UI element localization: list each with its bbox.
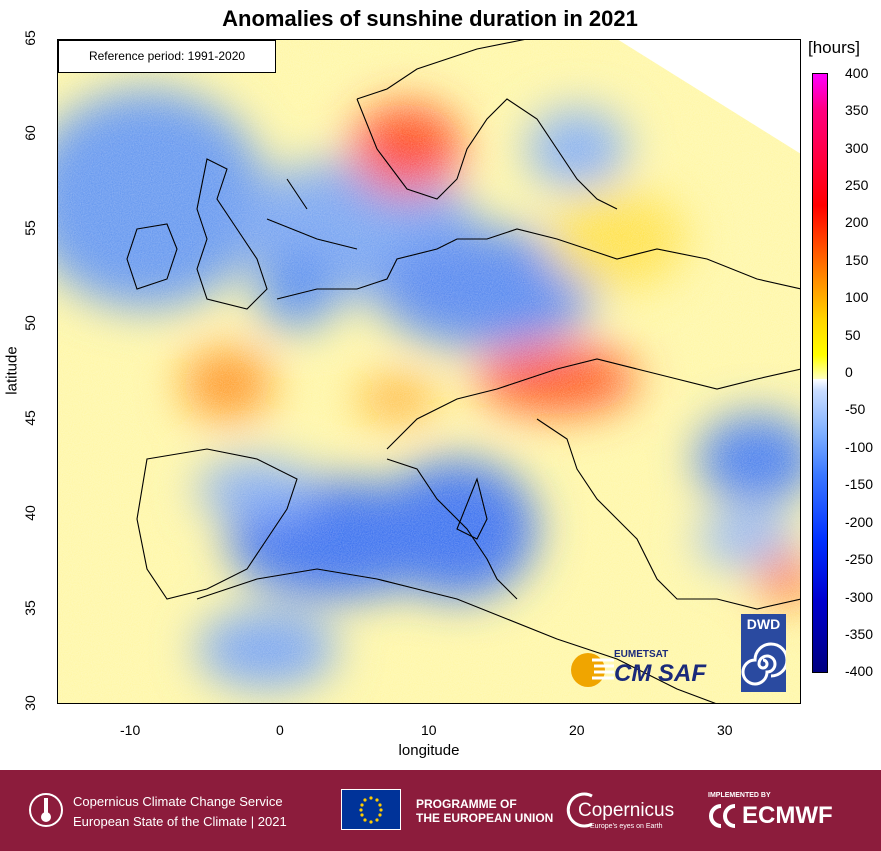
legend-label: -300 (845, 589, 874, 605)
ecmwf-mark-icon (709, 804, 736, 828)
c3s-title: Copernicus Climate Change Service (73, 794, 283, 809)
eu-flag (341, 789, 401, 830)
legend-label: -250 (845, 551, 874, 567)
legend-label: 150 (845, 252, 869, 268)
legend-label: 200 (845, 214, 869, 230)
legend-label: 0 (845, 364, 853, 380)
programme-line1: PROGRAMME OF (416, 797, 517, 811)
cmsaf-logo: EUMETSAT CM SAF (570, 648, 720, 692)
y-tick-label: 30 (21, 695, 38, 711)
y-tick-label: 35 (21, 600, 38, 616)
y-tick-label: 50 (21, 315, 38, 331)
copernicus-tagline: Europe's eyes on Earth (590, 823, 663, 830)
copernicus-logo-text: Copernicus (578, 800, 675, 821)
x-tick-label: 10 (421, 722, 437, 738)
anomaly-map (27, 38, 817, 705)
ecmwf-logo-text: ECMWF (742, 802, 833, 829)
x-tick-label: 20 (569, 722, 585, 738)
legend-label: -50 (845, 401, 866, 417)
dwd-logo: DWD (741, 614, 786, 692)
legend-label: -100 (845, 439, 874, 455)
legend-label: 350 (845, 102, 869, 118)
dwd-text: DWD (746, 616, 781, 632)
cmsaf-text: CM SAF (614, 660, 706, 687)
eu-stars-icon (359, 796, 383, 824)
implemented-by: IMPLEMENTED BY (708, 792, 771, 799)
copernicus-swoosh-icon (566, 792, 593, 828)
y-tick-label: 65 (21, 30, 38, 46)
legend-label: 250 (845, 177, 869, 193)
y-axis-label: latitude (3, 346, 21, 395)
legend-label: -200 (845, 514, 874, 530)
x-tick-label: 30 (717, 722, 733, 738)
legend-unit: [hours] (808, 38, 860, 57)
programme-line2: THE EUROPEAN UNION (416, 811, 554, 825)
eumetsat-text: EUMETSAT (614, 649, 669, 660)
x-axis-label: longitude (398, 742, 460, 759)
c3s-subtitle: European State of the Climate | 2021 (73, 814, 287, 829)
thermometer-icon (29, 793, 63, 827)
sun-icon (571, 653, 614, 687)
legend-label: 400 (845, 65, 869, 81)
y-tick-label: 60 (21, 125, 38, 141)
legend-label: 300 (845, 140, 869, 156)
legend-label: 100 (845, 289, 869, 305)
x-tick-label: 0 (276, 722, 284, 738)
y-tick-label: 55 (21, 220, 38, 236)
legend-label: -400 (845, 663, 874, 679)
x-tick-label: -10 (120, 722, 141, 738)
footer-bar: Copernicus Climate Change Service Europe… (0, 770, 881, 851)
reference-period-box: Reference period: 1991-2020 (58, 40, 276, 73)
legend-label: -150 (845, 476, 874, 492)
anomaly-field (27, 38, 817, 705)
spiral-icon (741, 642, 786, 686)
colorbar (812, 73, 828, 673)
y-tick-label: 45 (21, 410, 38, 426)
y-tick-label: 40 (21, 505, 38, 521)
legend-label: -350 (845, 626, 874, 642)
map-title: Anomalies of sunshine duration in 2021 (222, 6, 638, 31)
legend-label: 50 (845, 327, 861, 343)
